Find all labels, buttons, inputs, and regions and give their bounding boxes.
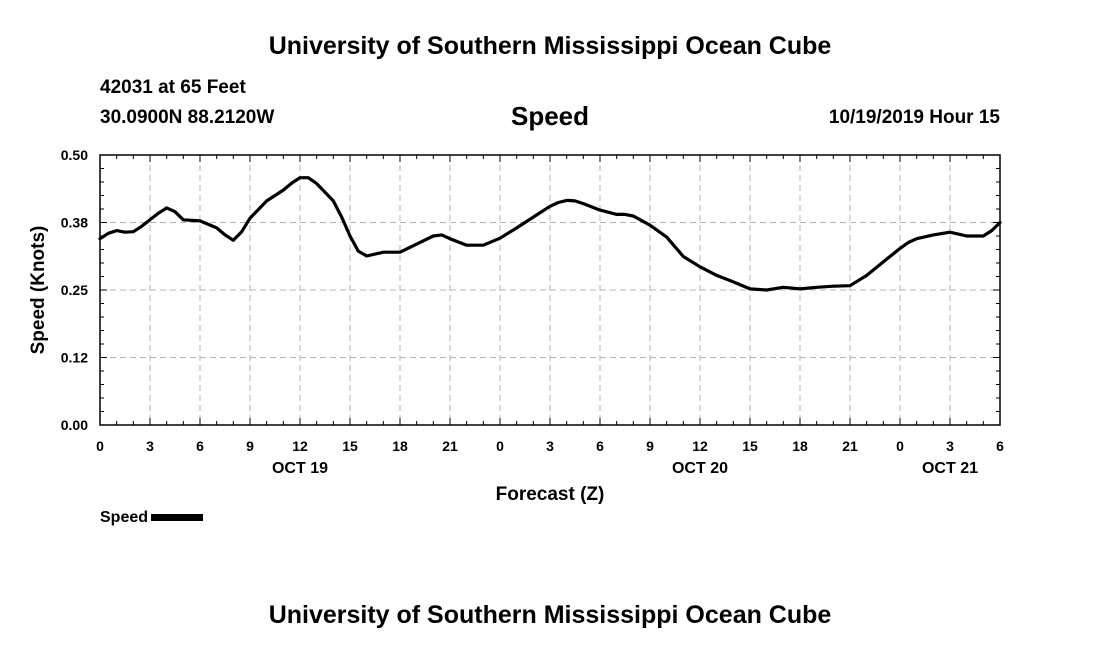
x-tick-label: 6	[996, 438, 1004, 454]
y-axis-label: Speed (Knots)	[28, 226, 49, 355]
forecast-datetime-label: 10/19/2019 Hour 15	[828, 107, 1000, 128]
x-tick-label: 18	[392, 438, 408, 454]
day-label: OCT 21	[922, 460, 978, 477]
y-tick-label: 0.12	[61, 350, 88, 366]
x-tick-label: 0	[496, 438, 504, 454]
page-title-bottom: University of Southern Mississippi Ocean…	[268, 601, 832, 629]
day-label: OCT 19	[272, 460, 328, 477]
y-tick-label: 0.25	[61, 282, 88, 298]
x-tick-label: 3	[546, 438, 554, 454]
series-line-speed	[98, 176, 1002, 292]
legend: Speed	[100, 509, 204, 527]
legend-line-swatch	[151, 514, 204, 522]
x-tick-label: 3	[146, 438, 154, 454]
day-label: OCT 20	[672, 460, 728, 477]
x-tick-label: 15	[742, 438, 758, 454]
coordinates-label: 30.0900N 88.2120W	[100, 107, 275, 128]
page-title-top: University of Southern Mississippi Ocean…	[268, 32, 832, 60]
x-tick-label: 15	[342, 438, 358, 454]
x-tick-label: 3	[946, 438, 954, 454]
x-tick-label: 6	[596, 438, 604, 454]
x-tick-label: 0	[896, 438, 904, 454]
x-tick-label: 9	[646, 438, 654, 454]
y-tick-label: 0.50	[61, 147, 88, 163]
x-tick-label: 0	[96, 438, 104, 454]
x-tick-label: 18	[792, 438, 808, 454]
x-axis-label: Forecast (Z)	[496, 484, 605, 505]
station-label: 42031 at 65 Feet	[100, 77, 246, 98]
x-tick-label: 21	[842, 438, 858, 454]
x-tick-label: 12	[292, 438, 308, 454]
x-tick-label: 9	[246, 438, 254, 454]
x-tick-label: 12	[692, 438, 708, 454]
y-tick-label: 0.38	[61, 215, 88, 231]
x-tick-label: 21	[442, 438, 458, 454]
chart-title: Speed	[510, 101, 590, 131]
x-tick-label: 6	[196, 438, 204, 454]
y-tick-label: 0.00	[61, 417, 88, 433]
legend-label: Speed	[100, 509, 149, 526]
